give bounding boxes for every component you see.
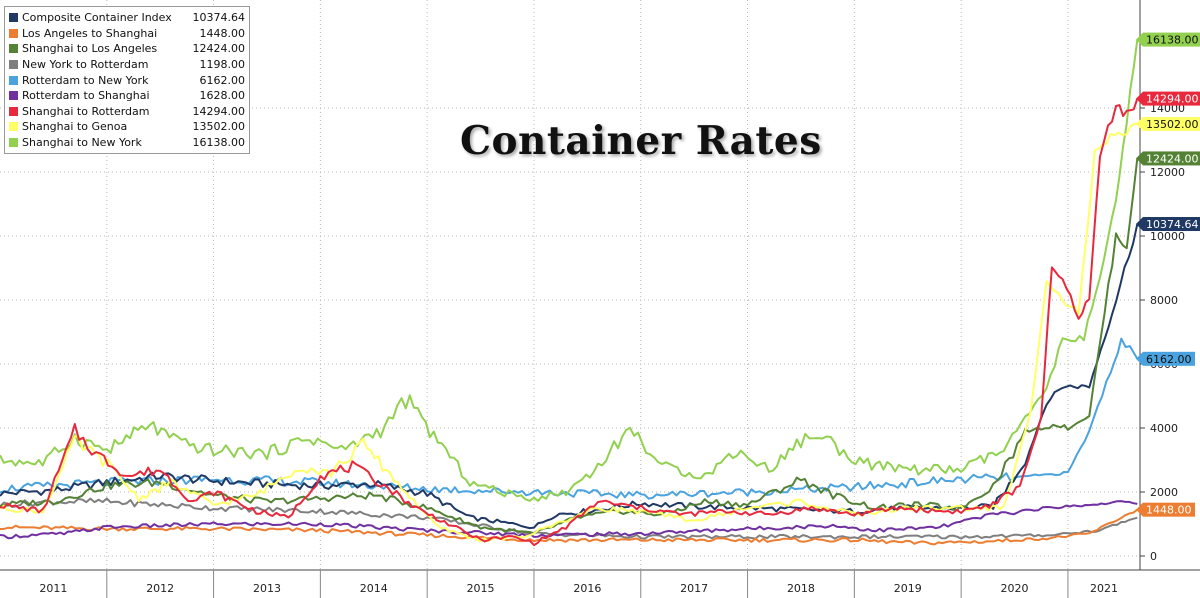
legend-series-name: Rotterdam to New York [22, 73, 149, 87]
x-tick-label: 2015 [467, 582, 495, 595]
legend-series-value: 14294.00 [192, 104, 246, 118]
legend-series-name: Los Angeles to Shanghai [22, 26, 158, 40]
legend-swatch [9, 13, 18, 23]
x-tick-label: 2021 [1090, 582, 1118, 595]
series-line [0, 158, 1139, 535]
series-line [0, 337, 1139, 500]
legend-series-name: Shanghai to Rotterdam [22, 104, 150, 118]
chart-title: Container Rates [460, 118, 822, 164]
x-tick-label: 2018 [787, 582, 815, 595]
legend-entry: Shanghai to Rotterdam 14294.00 [9, 104, 245, 120]
legend-entry: Los Angeles to Shanghai 1448.00 [9, 26, 245, 42]
value-badge [1143, 32, 1200, 47]
value-badge-label: 14294.00 [1146, 93, 1199, 106]
legend-series-value: 1448.00 [199, 26, 246, 40]
legend-series-value: 1198.00 [199, 58, 246, 72]
series-line [0, 508, 1138, 546]
x-tick-label: 2020 [1001, 582, 1029, 595]
series-line [0, 39, 1139, 502]
value-badge-label: 12424.00 [1146, 152, 1199, 165]
legend-swatch [9, 28, 18, 38]
legend-series-value: 1628.00 [199, 89, 246, 103]
legend-series-name: Shanghai to Los Angeles [22, 42, 158, 56]
legend-entry: Shanghai to New York 16138.00 [9, 135, 245, 151]
legend-entry: Composite Container Index 10374.64 [9, 10, 245, 26]
value-badge-pointer [1136, 217, 1143, 232]
legend-entry: Shanghai to Genoa 13502.00 [9, 119, 245, 135]
legend-series-value: 10374.64 [192, 11, 246, 25]
legend-swatch [9, 91, 18, 101]
value-badge-label: 1448.00 [1146, 504, 1192, 517]
value-badge [1143, 116, 1200, 131]
value-badge-label: 10374.64 [1146, 218, 1199, 231]
legend-swatch [9, 60, 18, 70]
series-line [0, 98, 1139, 547]
legend-swatch [9, 44, 18, 54]
legend-series-value: 13502.00 [192, 120, 246, 134]
y-tick-label: 4000 [1150, 422, 1178, 435]
legend-entry: Rotterdam to Shanghai 1628.00 [9, 88, 245, 104]
legend-swatch [9, 122, 18, 132]
value-badge-pointer [1136, 91, 1143, 106]
series-line [0, 122, 1138, 543]
value-badge [1143, 151, 1200, 166]
value-badge [1143, 91, 1200, 106]
legend-swatch [9, 75, 18, 85]
value-badge-pointer [1136, 116, 1143, 131]
x-tick-label: 2014 [360, 582, 388, 595]
y-tick-label: 0 [1150, 550, 1157, 563]
legend-series-name: Shanghai to New York [22, 136, 142, 150]
x-tick-label: 2013 [253, 582, 281, 595]
value-badge [1143, 217, 1200, 232]
legend-entry: Rotterdam to New York 6162.00 [9, 72, 245, 88]
value-badge-label: 13502.00 [1146, 118, 1199, 131]
value-badge-label: 6162.00 [1146, 353, 1192, 366]
value-badge [1143, 351, 1195, 366]
series-line [0, 223, 1139, 530]
value-badge-pointer [1136, 351, 1143, 366]
legend-series-value: 12424.00 [192, 42, 246, 56]
x-tick-label: 2011 [39, 582, 67, 595]
x-tick-label: 2019 [894, 582, 922, 595]
legend-entry: New York to Rotterdam 1198.00 [9, 57, 245, 73]
legend-entry: Shanghai to Los Angeles 12424.00 [9, 41, 245, 57]
y-tick-label: 12000 [1150, 166, 1185, 179]
value-badge-pointer [1136, 502, 1143, 517]
value-badge-pointer [1136, 151, 1143, 166]
x-tick-label: 2016 [573, 582, 601, 595]
x-tick-label: 2012 [146, 582, 174, 595]
legend-series-name: Composite Container Index [22, 11, 172, 25]
value-badge [1143, 502, 1195, 517]
series-line [0, 500, 1138, 540]
y-tick-label: 8000 [1150, 294, 1178, 307]
series-line [0, 497, 1138, 540]
value-badge-pointer [1136, 32, 1143, 47]
legend-series-name: Rotterdam to Shanghai [22, 89, 150, 103]
y-tick-label: 10000 [1150, 230, 1185, 243]
legend-swatch [9, 106, 18, 116]
legend-series-name: New York to Rotterdam [22, 58, 149, 72]
legend-series-value: 6162.00 [199, 73, 246, 87]
legend-swatch [9, 138, 18, 148]
x-tick-label: 2017 [680, 582, 708, 595]
legend: Composite Container Index 10374.64 Los Ang… [4, 6, 250, 155]
y-tick-label: 2000 [1150, 486, 1178, 499]
value-badge-label: 16138.00 [1146, 34, 1199, 47]
legend-series-name: Shanghai to Genoa [22, 120, 128, 134]
legend-series-value: 16138.00 [192, 136, 246, 150]
